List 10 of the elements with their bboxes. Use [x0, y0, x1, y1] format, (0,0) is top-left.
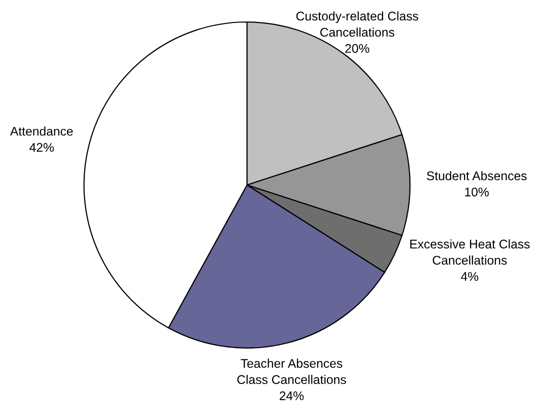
slice-label: Excessive Heat Class Cancellations — [410, 239, 530, 265]
slice-label: Attendance — [10, 126, 73, 136]
data-label: 4% — [460, 272, 478, 281]
data-label: 10% — [465, 188, 489, 196]
data-label: 20% — [345, 44, 370, 53]
data-label: 42% — [29, 143, 54, 152]
data-label: 24% — [280, 391, 304, 400]
slice-label: Teacher Absences Class Cancellations — [237, 358, 346, 384]
slice-label: Custody-related Class Cancellations — [296, 11, 418, 37]
slice-label: Student Absences — [426, 171, 527, 180]
